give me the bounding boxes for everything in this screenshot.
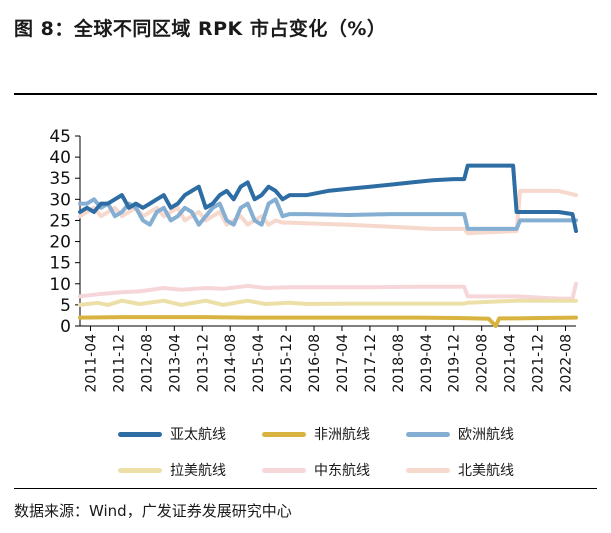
- legend-swatch-apac: [118, 431, 162, 437]
- legend-swatch-europe: [406, 431, 450, 437]
- legend-swatch-africa: [262, 431, 306, 437]
- x-tick-label: 2020-08: [475, 334, 491, 393]
- top-divider: [14, 93, 597, 95]
- x-tick-label: 2019-12: [447, 334, 463, 393]
- y-tick-label: 30: [49, 190, 71, 210]
- x-axis: 2011-04 2011-12 2012-08 2013-04 2013-12 2014-…: [80, 325, 576, 393]
- series-line-5: [78, 188, 578, 236]
- x-tick-label: 2013-04: [167, 334, 183, 393]
- legend-label-apac: 亚太航线: [170, 427, 226, 443]
- y-tick-label: 0: [60, 317, 71, 337]
- legend-label-africa: 非洲航线: [314, 427, 370, 443]
- y-tick-label: 45: [49, 127, 71, 147]
- series-line-3: [78, 298, 578, 307]
- legend-item: 北美航线: [406, 460, 514, 480]
- x-tick-label: 2013-12: [195, 334, 211, 393]
- y-tick-label: 15: [49, 254, 71, 274]
- legend-label-europe: 欧洲航线: [458, 427, 514, 443]
- x-tick-label: 2016-08: [307, 334, 323, 393]
- series-line-0: [78, 163, 578, 233]
- x-tick-label: 2021-12: [531, 334, 547, 393]
- series-lines: [78, 163, 578, 328]
- x-tick-label: 2017-12: [363, 334, 379, 393]
- x-tick-label: 2012-08: [139, 334, 155, 393]
- y-tick-label: 35: [49, 169, 71, 189]
- legend-swatch-mideast: [262, 467, 306, 473]
- source-note: 数据来源：Wind，广发证券发展研究中心: [14, 502, 292, 520]
- legend-label-mideast: 中东航线: [314, 463, 370, 479]
- legend-item: 欧洲航线: [406, 424, 514, 444]
- bottom-divider: [14, 488, 597, 489]
- y-tick-label: 25: [49, 211, 71, 231]
- legend-item: 中东航线: [262, 460, 370, 480]
- legend-swatch-latam: [118, 467, 162, 473]
- series-line-4: [78, 281, 578, 301]
- x-tick-label: 2011-04: [83, 334, 99, 393]
- legend-item: 亚太航线: [118, 424, 226, 444]
- legend-item: 拉美航线: [118, 460, 226, 480]
- x-tick-label: 2015-04: [251, 334, 267, 393]
- x-tick-label: 2015-12: [279, 334, 295, 393]
- x-tick-label: 2022-08: [559, 334, 575, 393]
- legend-label-namerica: 北美航线: [458, 463, 514, 479]
- x-tick-label: 2017-04: [335, 334, 351, 393]
- x-tick-label: 2011-12: [111, 334, 127, 393]
- y-tick-label: 10: [49, 275, 71, 295]
- y-tick-label: 20: [49, 233, 71, 253]
- legend-swatch-namerica: [406, 467, 450, 473]
- chart-title: 图 8：全球不同区域 RPK 市占变化（%）: [14, 18, 387, 40]
- y-tick-label: 5: [60, 296, 71, 316]
- series-line-1: [78, 315, 578, 328]
- legend-item: 非洲航线: [262, 424, 370, 444]
- x-tick-label: 2018-08: [391, 334, 407, 393]
- x-tick-label: 2019-04: [419, 334, 435, 393]
- x-tick-label: 2021-04: [503, 334, 519, 393]
- y-tick-label: 40: [49, 148, 71, 168]
- x-tick-label: 2014-08: [223, 334, 239, 393]
- legend-label-latam: 拉美航线: [170, 463, 226, 479]
